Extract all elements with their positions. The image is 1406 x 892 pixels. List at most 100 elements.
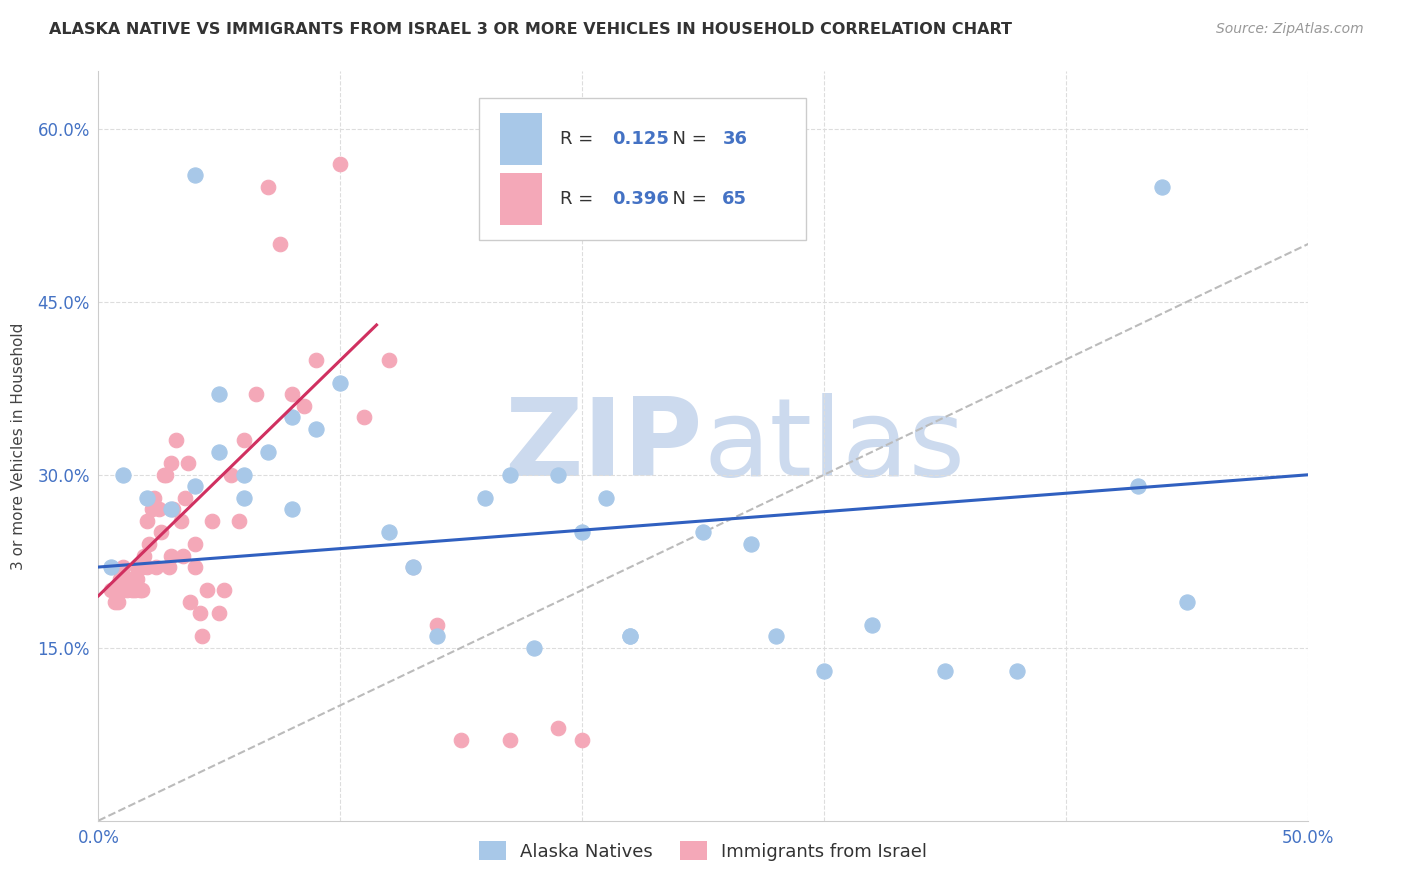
Point [160, 549, 183, 563]
Point [195, 583, 218, 598]
Point [619, 629, 641, 643]
Point [426, 617, 449, 632]
Text: N =: N = [661, 190, 713, 208]
Point [377, 525, 399, 540]
Text: R =: R = [561, 130, 599, 148]
Text: ALASKA NATIVE VS IMMIGRANTS FROM ISRAEL 3 OR MORE VEHICLES IN HOUSEHOLD CORRELAT: ALASKA NATIVE VS IMMIGRANTS FROM ISRAEL … [49, 22, 1012, 37]
Point [131, 583, 153, 598]
Legend: Alaska Natives, Immigrants from Israel: Alaska Natives, Immigrants from Israel [471, 834, 935, 868]
Point [150, 525, 173, 540]
Point [179, 594, 201, 608]
Point [426, 629, 449, 643]
Point [292, 399, 315, 413]
FancyBboxPatch shape [501, 172, 543, 225]
Point [174, 491, 197, 505]
Point [143, 491, 166, 505]
Y-axis label: 3 or more Vehicles in Household: 3 or more Vehicles in Household [11, 322, 27, 570]
Point [177, 456, 200, 470]
Text: Source: ZipAtlas.com: Source: ZipAtlas.com [1216, 22, 1364, 37]
Point [107, 594, 129, 608]
Point [141, 502, 163, 516]
Point [184, 537, 207, 551]
Point [191, 629, 214, 643]
Point [117, 583, 139, 598]
Point [104, 594, 127, 608]
Point [619, 629, 641, 643]
Point [162, 502, 184, 516]
Point [208, 387, 231, 401]
Point [498, 733, 520, 747]
Point [111, 467, 134, 482]
Point [474, 491, 496, 505]
Point [138, 537, 160, 551]
Point [402, 560, 425, 574]
Point [1128, 479, 1150, 493]
Point [124, 583, 146, 598]
Point [256, 179, 278, 194]
Point [269, 237, 291, 252]
Point [329, 156, 352, 170]
Point [595, 491, 617, 505]
Point [765, 629, 787, 643]
Text: N =: N = [661, 130, 713, 148]
FancyBboxPatch shape [501, 112, 543, 165]
Text: 0.396: 0.396 [613, 190, 669, 208]
Point [135, 514, 157, 528]
Point [281, 410, 304, 425]
Point [188, 606, 211, 620]
Point [169, 514, 191, 528]
Point [108, 572, 131, 586]
Point [450, 733, 472, 747]
Point [377, 352, 399, 367]
Point [228, 514, 250, 528]
Point [232, 467, 254, 482]
Point [281, 502, 304, 516]
Point [1152, 179, 1174, 194]
Point [547, 467, 569, 482]
Point [127, 572, 149, 586]
Point [245, 387, 267, 401]
Point [152, 467, 174, 482]
Point [1007, 664, 1029, 678]
Point [232, 434, 254, 448]
Point [135, 491, 157, 505]
Point [134, 549, 156, 563]
Point [101, 583, 124, 598]
Point [305, 352, 328, 367]
Point [100, 583, 122, 598]
Text: 36: 36 [723, 130, 748, 148]
Point [281, 387, 304, 401]
Point [155, 467, 177, 482]
Point [201, 514, 224, 528]
Point [172, 549, 194, 563]
Point [135, 560, 157, 574]
Point [208, 606, 231, 620]
Point [124, 572, 146, 586]
Point [111, 583, 134, 598]
Point [148, 502, 170, 516]
Text: 0.125: 0.125 [613, 130, 669, 148]
Point [692, 525, 714, 540]
Point [127, 560, 149, 574]
Point [208, 444, 231, 458]
Point [232, 491, 254, 505]
Point [165, 434, 187, 448]
Point [128, 583, 150, 598]
Text: 65: 65 [723, 190, 748, 208]
Point [221, 467, 243, 482]
Point [117, 572, 139, 586]
Point [256, 444, 278, 458]
Point [571, 525, 593, 540]
Point [523, 640, 546, 655]
Text: atlas: atlas [703, 393, 965, 499]
Text: ZIP: ZIP [505, 393, 703, 499]
Point [160, 456, 183, 470]
Point [118, 572, 141, 586]
Point [402, 560, 425, 574]
Point [547, 722, 569, 736]
Point [498, 467, 520, 482]
Point [1175, 594, 1198, 608]
Point [111, 560, 134, 574]
Point [305, 422, 328, 436]
Point [184, 560, 207, 574]
